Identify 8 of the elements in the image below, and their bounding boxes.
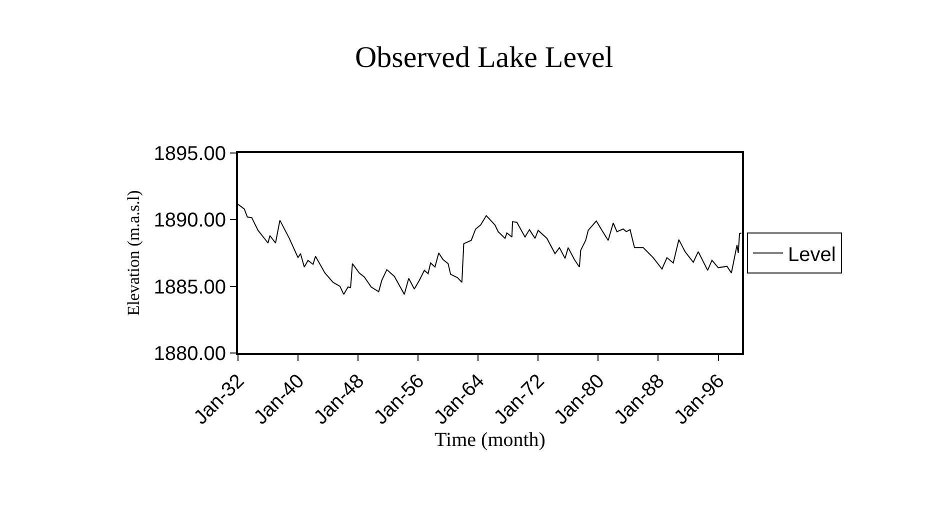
y-axis-title: Elevation (m.a.s.l)	[124, 190, 143, 316]
y-tick-label: 1880.00	[154, 343, 226, 365]
chart-title: Observed Lake Level	[355, 40, 614, 74]
y-tick-label: 1885.00	[154, 276, 226, 298]
legend-label: Level	[788, 244, 836, 266]
y-tick-label: 1890.00	[154, 210, 226, 232]
x-axis-title: Time (month)	[434, 428, 546, 451]
y-tick-label: 1895.00	[154, 143, 226, 165]
